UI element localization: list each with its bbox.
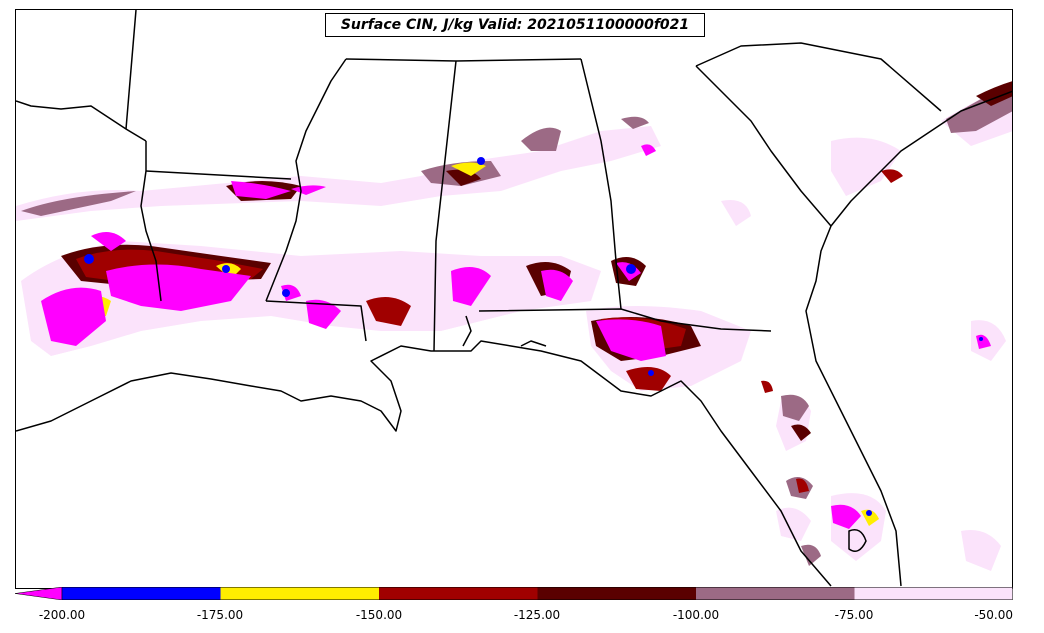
colorbar-bin-75-50: [854, 587, 1013, 600]
colorbar-bin-100-75: [696, 587, 855, 600]
colorbar-tick-label: -50.00: [974, 608, 1013, 622]
map-boundaries: [16, 10, 1012, 587]
colorbar-bin-175-150: [220, 587, 379, 600]
cin-blue-regions: [84, 157, 983, 516]
colorbar-bin-125-100: [537, 587, 696, 600]
cin-light-pink-regions: [16, 86, 1012, 571]
colorbar: [15, 587, 1013, 600]
map-frame: [15, 9, 1013, 589]
cin-yellow-regions: [51, 162, 879, 526]
colorbar-tick-label: -175.00: [196, 608, 244, 622]
colorbar-tick-label: -75.00: [834, 608, 874, 622]
colorbar-tick-label: -100.00: [672, 608, 720, 622]
colorbar-tick-label: -125.00: [513, 608, 561, 622]
colorbar-bin-200-175: [62, 587, 221, 600]
colorbar-extend-min: [15, 587, 63, 600]
colorbar-bin-150-125: [379, 587, 538, 600]
cin-red-regions: [76, 169, 903, 493]
map-canvas: [16, 10, 1012, 587]
colorbar-tick-label: -200.00: [38, 608, 86, 622]
colorbar-tick-label: -150.00: [355, 608, 403, 622]
map-title: Surface CIN, J/kg Valid: 2021051100000f0…: [325, 13, 705, 37]
